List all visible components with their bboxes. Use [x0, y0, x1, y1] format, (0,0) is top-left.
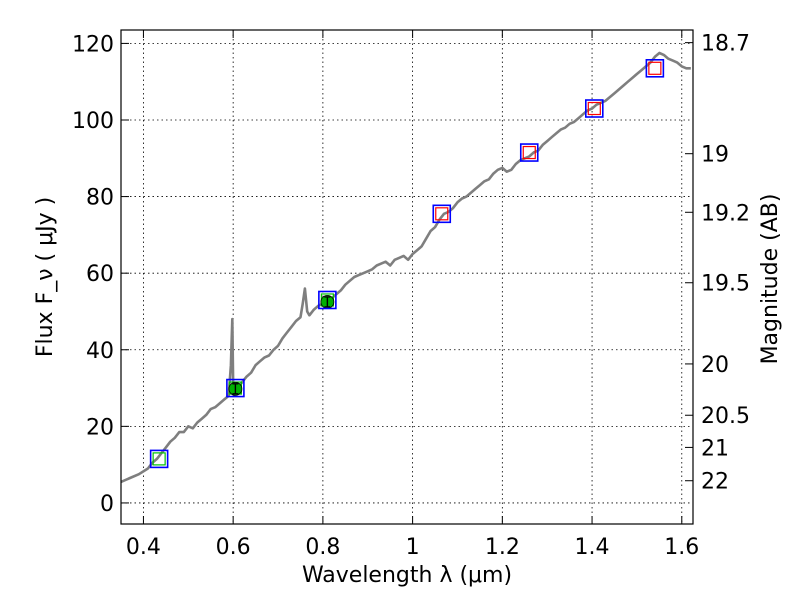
- plot-frame: [120, 29, 694, 525]
- y-tick-label: 100: [72, 109, 114, 134]
- y-axis: 0 20 40 60 80 100 120: [72, 32, 129, 517]
- model-square-marker: [519, 143, 539, 162]
- y2-axis: 18.7 19 19.2 19.5 20 20.5 21 22: [685, 32, 750, 495]
- y2-tick-label: 21: [701, 436, 729, 461]
- y2-tick-label: 19.5: [701, 272, 750, 297]
- inner-square-marker: [152, 452, 166, 466]
- inner-square-marker: [522, 145, 536, 160]
- x-tick-label: 0.6: [216, 535, 251, 560]
- inner-square-marker: [435, 207, 449, 221]
- x-tick-label: 1.6: [664, 535, 699, 560]
- y-tick-label: 80: [86, 186, 114, 211]
- y2-tick-label: 22: [701, 470, 729, 495]
- model-square-marker: [645, 58, 665, 78]
- y-axis-label: Flux F_ν ( μJy ): [33, 197, 58, 357]
- x-tick-label: 0.8: [305, 535, 340, 560]
- x-axis: 0.4 0.6 0.8 1 1.2 1.4 1.6: [126, 30, 699, 560]
- y2-tick-label: 19: [701, 143, 729, 168]
- y2-axis-label: Magnitude (AB): [758, 194, 783, 365]
- y-tick-label: 20: [86, 415, 114, 440]
- y2-tick-label: 19.2: [701, 201, 750, 226]
- x-tick-label: 1.4: [575, 535, 610, 560]
- inner-square-marker: [648, 61, 662, 75]
- y-tick-label: 40: [86, 339, 114, 364]
- model-square-marker: [226, 378, 245, 398]
- x-tick-label: 1.2: [485, 535, 520, 560]
- y-tick-label: 120: [72, 32, 114, 57]
- error-bar: [232, 383, 239, 395]
- model-square-marker: [432, 204, 452, 224]
- x-tick-label: 1: [406, 535, 420, 560]
- inner-square-marker: [587, 101, 601, 116]
- y-tick-label: 0: [100, 492, 114, 517]
- series-layer: [120, 51, 691, 484]
- y2-tick-label: 20: [701, 353, 729, 378]
- grid: [121, 30, 693, 524]
- x-axis-label: Wavelength λ (μm): [302, 563, 512, 588]
- y-tick-label: 60: [86, 262, 114, 287]
- y2-tick-label: 18.7: [701, 32, 750, 57]
- x-tick-label: 0.4: [126, 535, 161, 560]
- spectrum-line: [120, 51, 691, 484]
- model-square-marker: [585, 99, 604, 118]
- error-bar: [324, 296, 331, 308]
- model-square-marker: [318, 290, 337, 310]
- y2-tick-label: 20.5: [701, 404, 750, 429]
- model-square-marker: [149, 449, 169, 469]
